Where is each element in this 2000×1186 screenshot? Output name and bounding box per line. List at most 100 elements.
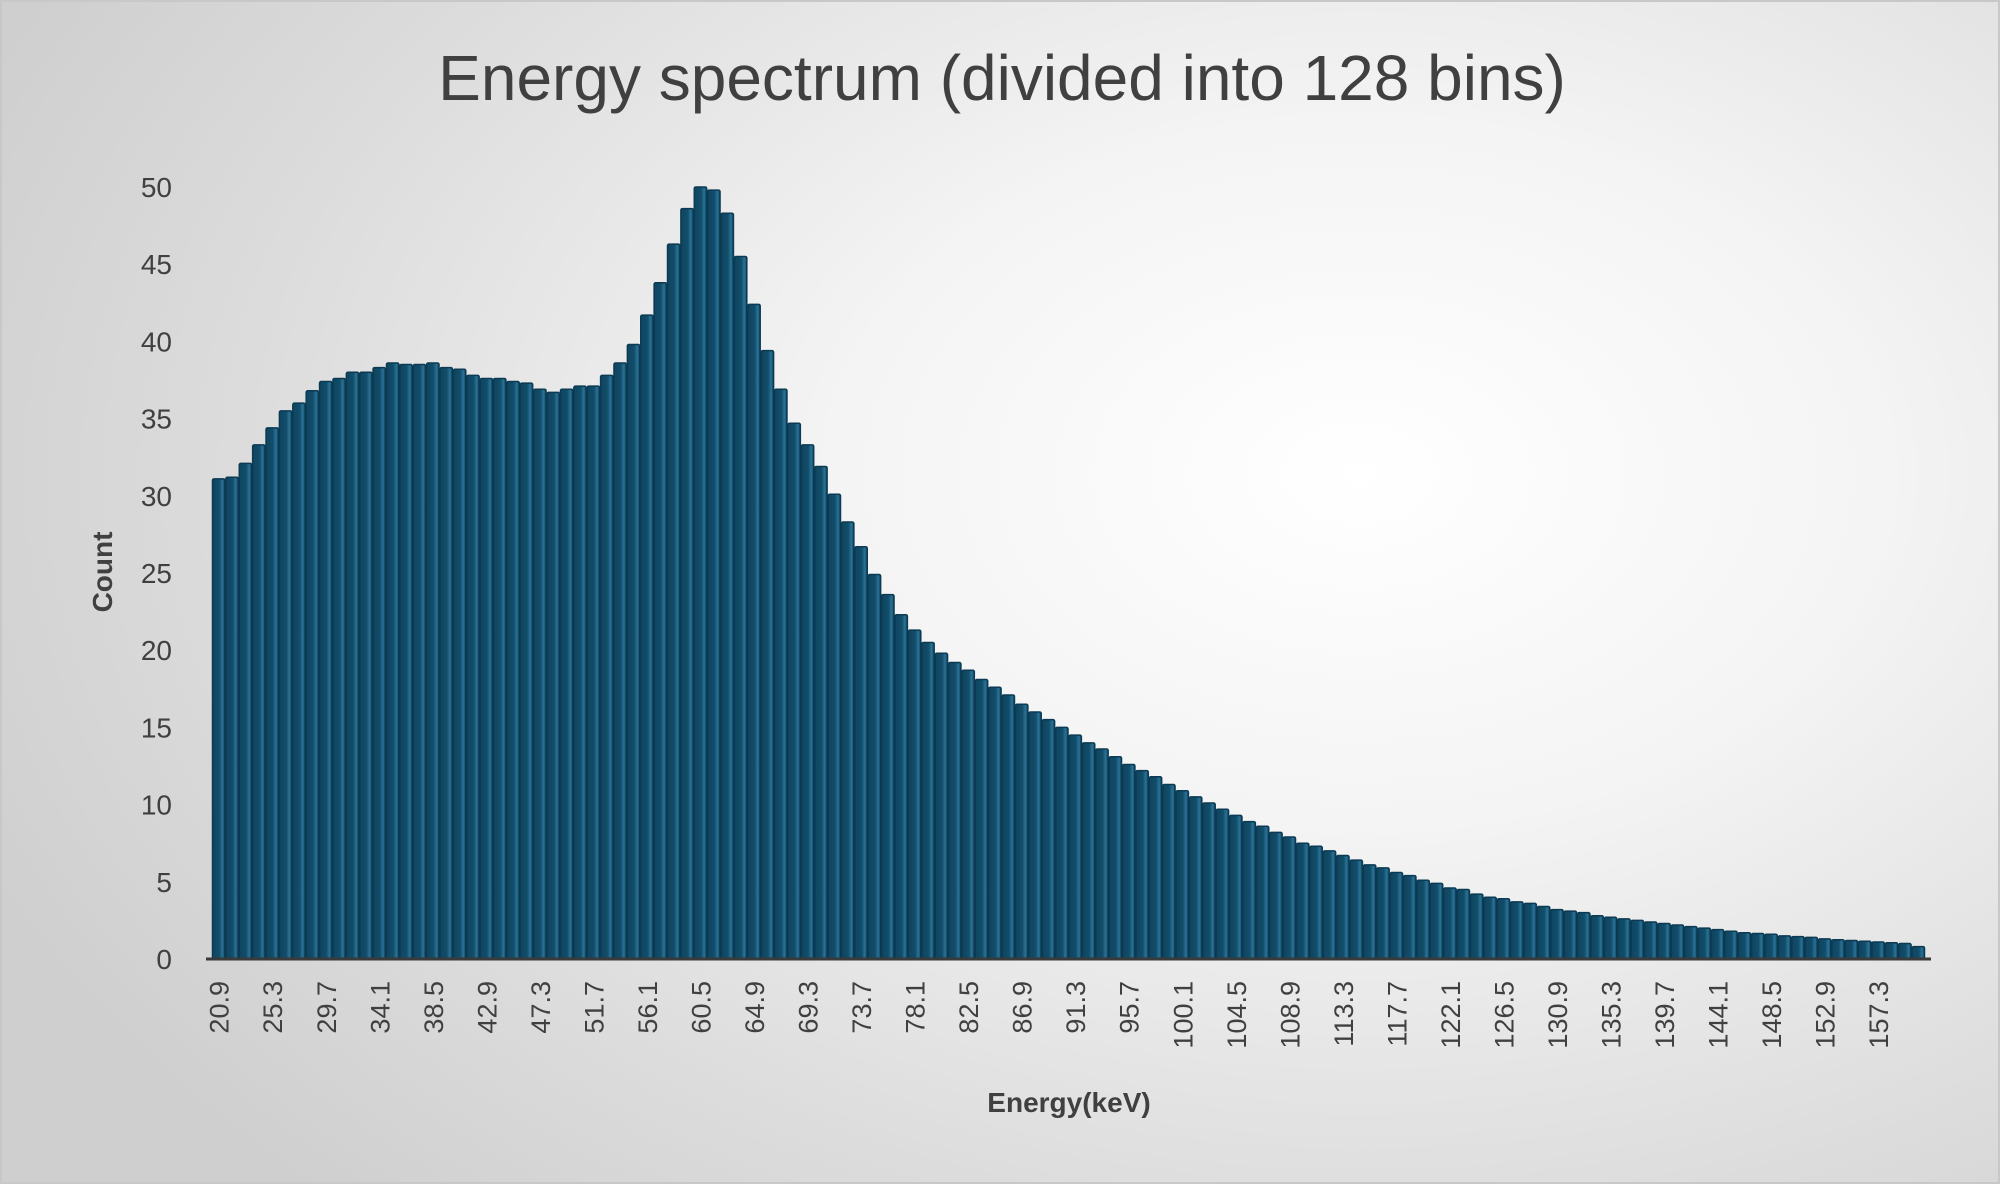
x-tick-label: 113.3	[1329, 981, 1359, 1047]
bar	[292, 402, 306, 960]
x-tick-label: 38.5	[419, 981, 449, 1034]
bar	[1657, 922, 1671, 960]
x-tick-label: 100.1	[1168, 981, 1198, 1049]
bar	[1804, 936, 1819, 960]
bar	[706, 189, 721, 960]
bar	[1242, 820, 1257, 960]
bar	[1750, 932, 1765, 960]
bar	[1483, 896, 1497, 960]
bar	[532, 388, 547, 960]
bar	[1376, 867, 1390, 960]
bar	[613, 362, 628, 960]
bar	[1469, 893, 1484, 960]
x-tick-label: 60.5	[687, 981, 717, 1034]
x-tick-label: 20.9	[205, 981, 235, 1034]
bar	[492, 377, 507, 960]
bar	[1255, 825, 1270, 960]
bar	[1349, 859, 1364, 960]
bar	[439, 366, 454, 960]
bar	[1322, 850, 1337, 960]
bar	[1777, 935, 1792, 960]
bar	[1429, 882, 1444, 960]
x-tick-label: 91.3	[1061, 981, 1091, 1034]
bar	[1081, 742, 1096, 960]
bar	[1416, 879, 1431, 960]
bar	[1523, 902, 1538, 960]
bar	[1563, 910, 1578, 960]
bar	[238, 462, 253, 960]
bar	[1041, 718, 1056, 960]
bar	[452, 368, 467, 960]
bar	[1737, 932, 1752, 960]
bar	[653, 281, 668, 960]
bar	[947, 661, 962, 960]
y-tick-label: 35	[141, 404, 172, 435]
x-tick-label: 152.9	[1811, 981, 1841, 1049]
bar	[358, 371, 373, 960]
bar	[1095, 748, 1109, 960]
bar	[1309, 845, 1324, 960]
x-tick-label: 47.3	[526, 981, 556, 1034]
bar	[1402, 874, 1417, 960]
bar	[1496, 898, 1511, 960]
bar	[1630, 919, 1645, 960]
bar	[1844, 939, 1859, 960]
bar	[1670, 924, 1685, 960]
bar	[372, 366, 387, 960]
bars	[211, 186, 1926, 960]
bar	[907, 629, 922, 960]
y-tick-label: 5	[156, 867, 172, 898]
bar	[1121, 763, 1136, 960]
y-tick-label: 15	[141, 712, 172, 743]
bar	[1001, 694, 1016, 960]
bar	[1616, 918, 1631, 960]
bar	[974, 678, 989, 960]
bar	[760, 349, 775, 960]
x-tick-label: 34.1	[365, 981, 395, 1034]
bar	[1911, 945, 1926, 960]
x-tick-label: 25.3	[258, 981, 288, 1034]
x-tick-label: 56.1	[633, 981, 663, 1034]
x-tick-label: 130.9	[1543, 981, 1573, 1049]
bar	[573, 385, 587, 960]
bar	[1857, 940, 1872, 960]
x-tick-label: 104.5	[1222, 981, 1252, 1049]
bar	[1335, 854, 1350, 960]
bar	[961, 669, 976, 960]
x-tick-label: 108.9	[1275, 981, 1305, 1049]
bar	[1202, 802, 1216, 960]
bar	[1362, 864, 1377, 960]
bar	[626, 343, 641, 960]
bar	[1871, 941, 1886, 960]
bar	[1590, 915, 1605, 960]
bar	[1175, 789, 1190, 960]
bar	[1108, 755, 1123, 960]
bar	[800, 444, 815, 960]
x-tick-label: 135.3	[1597, 981, 1627, 1049]
bar	[813, 465, 828, 960]
bar	[693, 186, 708, 960]
x-tick-label: 29.7	[312, 981, 342, 1034]
bar	[1456, 888, 1471, 960]
bar	[1282, 836, 1297, 960]
x-tick-label: 148.5	[1757, 981, 1787, 1049]
bar	[854, 546, 869, 960]
y-tick-label: 10	[141, 790, 172, 821]
bar	[1603, 916, 1618, 960]
bar	[867, 573, 882, 960]
bar	[559, 388, 574, 960]
bar	[412, 363, 427, 960]
y-axis-title: Count	[87, 532, 118, 613]
bar	[1268, 831, 1283, 960]
x-tick-label: 144.1	[1704, 981, 1734, 1049]
bar	[399, 363, 413, 960]
y-tick-label: 30	[141, 481, 172, 512]
bar	[519, 382, 534, 960]
x-tick-label: 51.7	[579, 981, 609, 1034]
x-tick-label: 78.1	[901, 981, 931, 1034]
bar	[747, 303, 761, 960]
bar	[345, 371, 360, 960]
y-tick-label: 25	[141, 558, 172, 589]
y-tick-label: 45	[141, 249, 172, 280]
y-tick-label: 0	[156, 944, 172, 975]
